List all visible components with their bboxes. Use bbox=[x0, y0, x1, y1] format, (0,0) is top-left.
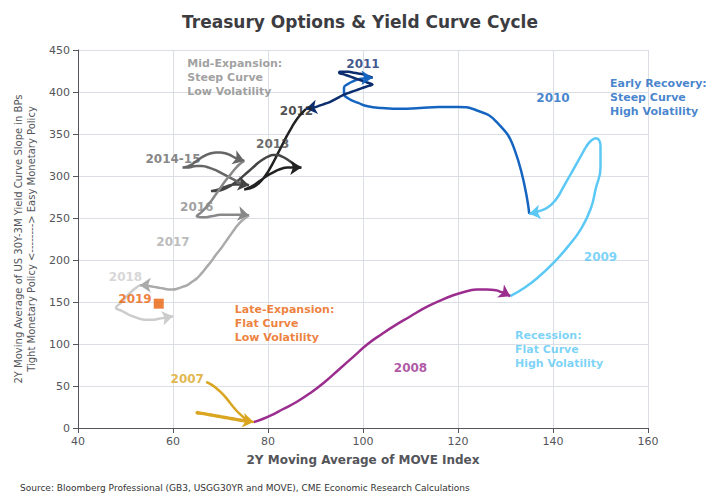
svg-text:250: 250 bbox=[49, 212, 70, 225]
svg-text:2009: 2009 bbox=[584, 250, 617, 264]
svg-text:2012: 2012 bbox=[280, 104, 313, 118]
svg-text:Treasury Options & Yield Curve: Treasury Options & Yield Curve Cycle bbox=[182, 12, 538, 32]
svg-text:Low Volatility: Low Volatility bbox=[235, 331, 319, 344]
svg-text:160: 160 bbox=[638, 435, 659, 448]
svg-text:140: 140 bbox=[543, 435, 564, 448]
svg-text:High Volatility: High Volatility bbox=[515, 357, 603, 370]
svg-text:2010: 2010 bbox=[536, 91, 569, 105]
svg-text:150: 150 bbox=[49, 296, 70, 309]
svg-text:350: 350 bbox=[49, 128, 70, 141]
svg-text:200: 200 bbox=[49, 254, 70, 267]
svg-text:2019: 2019 bbox=[118, 292, 151, 306]
svg-text:400: 400 bbox=[49, 86, 70, 99]
svg-text:Tight Monetary Policy <-------: Tight Monetary Policy <--------> Easy Mo… bbox=[26, 106, 37, 373]
svg-text:450: 450 bbox=[49, 44, 70, 57]
svg-text:2Y Moving Average of US 30Y-3M: 2Y Moving Average of US 30Y-3M Yield Cur… bbox=[13, 94, 24, 383]
svg-text:Mid-Expansion:: Mid-Expansion: bbox=[187, 57, 282, 70]
svg-text:40: 40 bbox=[71, 435, 85, 448]
svg-text:120: 120 bbox=[448, 435, 469, 448]
svg-text:High Volatility: High Volatility bbox=[610, 105, 698, 118]
svg-text:100: 100 bbox=[353, 435, 374, 448]
svg-text:80: 80 bbox=[261, 435, 275, 448]
svg-text:2011: 2011 bbox=[346, 57, 379, 71]
svg-text:Recession:: Recession: bbox=[515, 329, 582, 342]
svg-text:0: 0 bbox=[63, 422, 70, 435]
svg-text:Flat Curve: Flat Curve bbox=[515, 343, 579, 356]
svg-text:100: 100 bbox=[49, 338, 70, 351]
svg-text:2014-15: 2014-15 bbox=[145, 152, 200, 166]
svg-text:300: 300 bbox=[49, 170, 70, 183]
svg-text:2017: 2017 bbox=[156, 235, 189, 249]
svg-text:60: 60 bbox=[166, 435, 180, 448]
svg-text:2018: 2018 bbox=[109, 270, 142, 284]
svg-text:Low Volatility: Low Volatility bbox=[187, 85, 271, 98]
svg-text:Late-Expansion:: Late-Expansion: bbox=[235, 303, 335, 316]
svg-text:2Y Moving Average of MOVE Inde: 2Y Moving Average of MOVE Index bbox=[247, 453, 480, 467]
svg-text:50: 50 bbox=[56, 380, 70, 393]
svg-text:2013: 2013 bbox=[256, 137, 289, 151]
svg-text:Steep Curve: Steep Curve bbox=[610, 91, 686, 104]
svg-text:Source: Bloomberg Professional: Source: Bloomberg Professional (GB3, USG… bbox=[20, 483, 470, 493]
svg-text:Steep Curve: Steep Curve bbox=[187, 71, 263, 84]
svg-text:Early Recovery:: Early Recovery: bbox=[610, 77, 707, 90]
svg-text:2016: 2016 bbox=[180, 200, 213, 214]
svg-text:2007: 2007 bbox=[171, 372, 204, 386]
svg-text:Flat Curve: Flat Curve bbox=[235, 317, 299, 330]
svg-text:2008: 2008 bbox=[394, 361, 427, 375]
